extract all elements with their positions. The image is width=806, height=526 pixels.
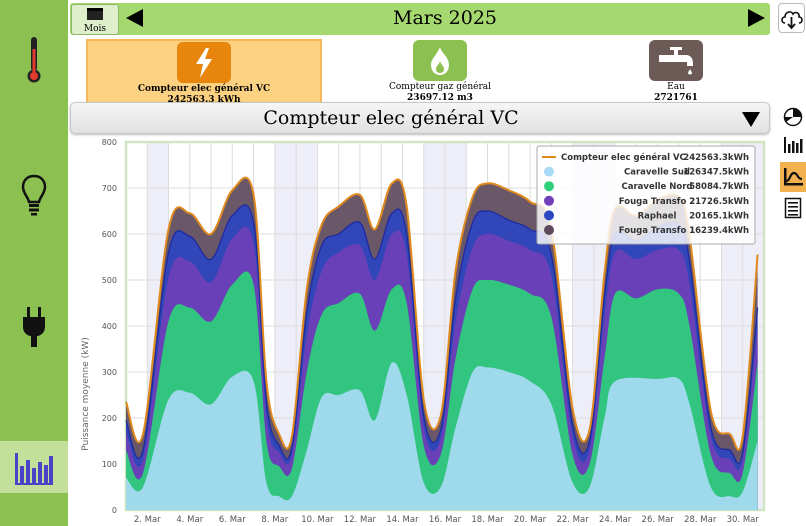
next-period-arrow-icon[interactable]	[748, 9, 765, 27]
pie-chart-tool[interactable]	[780, 103, 806, 131]
plug-icon	[23, 307, 45, 347]
area-chart-tool[interactable]	[780, 162, 806, 192]
period-title: Mars 2025	[392, 7, 497, 29]
y-tick-label: 600	[102, 230, 117, 239]
x-tick-label: 16. Mar	[429, 515, 462, 525]
x-tick-label: 28. Mar	[684, 515, 717, 525]
y-tick-label: 400	[102, 322, 117, 331]
legend-entry-value: 16239.4kWh	[689, 226, 749, 236]
thermometer-icon	[27, 37, 41, 83]
legend-entry-value: 126347.5kWh	[683, 168, 749, 178]
y-axis-ticks: 0 100 200 300 400 500 600 700 800	[102, 138, 117, 515]
previous-period-arrow-icon[interactable]	[126, 9, 143, 27]
legend-entry-name: Compteur elec général VC	[561, 152, 686, 163]
document-icon	[784, 197, 802, 219]
download-cloud-icon	[781, 11, 803, 30]
legend-dot-marker	[544, 181, 554, 192]
bar-chart-icon	[784, 137, 803, 153]
y-tick-label: 700	[102, 184, 117, 193]
legend-dot-marker	[544, 195, 554, 206]
y-tick-label: 500	[102, 276, 117, 285]
legend-entry-value: 58084.7kWh	[689, 182, 749, 192]
lightning-icon	[177, 42, 231, 83]
y-axis-label: Puissance moyenne (kW)	[81, 337, 91, 451]
lightbulb-icon	[21, 174, 47, 216]
meter-name: Compteur elec général VC	[137, 84, 271, 94]
meter-value: 2721761	[654, 93, 698, 103]
sidebar	[0, 0, 68, 526]
x-tick-label: 2. Mar	[134, 515, 161, 525]
sidebar-item-charts[interactable]	[0, 441, 68, 493]
meter-value: 23697.12 m3	[407, 93, 473, 103]
x-tick-label: 20. Mar	[514, 515, 547, 525]
legend-entry-name: Caravelle Nord	[622, 182, 693, 192]
x-tick-label: 14. Mar	[386, 515, 419, 525]
x-tick-label: 8. Mar	[261, 515, 288, 525]
legend-entry-name: Caravelle Sud	[624, 168, 690, 178]
legend-entry-value: 21726.5kWh	[689, 197, 749, 207]
x-tick-label: 12. Mar	[344, 515, 377, 525]
legend-dot-marker	[544, 210, 554, 221]
y-tick-label: 100	[102, 460, 117, 469]
legend-entry-value: 20165.1kWh	[689, 211, 749, 221]
y-tick-label: 300	[102, 368, 117, 377]
meter-tile-water[interactable]: Eau 2721761	[558, 39, 794, 109]
legend-entry-name: Fouga Transfo 1	[619, 226, 696, 236]
meter-name: Eau	[667, 82, 685, 92]
legend-dot-marker	[544, 166, 554, 177]
y-tick-label: 200	[102, 414, 117, 423]
period-mode-label: Mois	[83, 24, 107, 34]
x-tick-label: 4. Mar	[176, 515, 203, 525]
meter-value: 242563.3 kWh	[167, 95, 241, 105]
flame-icon	[413, 40, 467, 81]
y-tick-label: 0	[112, 506, 117, 515]
legend-entry-value: 242563.3kWh	[683, 153, 749, 163]
dropdown-caret-icon	[742, 112, 760, 127]
legend-entry-name: Fouga Transfo 2	[619, 197, 696, 207]
stacked-area-chart: 0 100 200 300 400 500 600 700 800 2. Mar 4. Mar 6.…	[81, 138, 766, 525]
faucet-icon	[649, 40, 703, 81]
bar-chart-tool[interactable]	[780, 131, 806, 159]
download-button[interactable]	[778, 3, 805, 33]
x-tick-label: 6. Mar	[219, 515, 246, 525]
sidebar-item-temperature[interactable]	[0, 30, 68, 88]
x-tick-label: 30. Mar	[727, 515, 760, 525]
x-tick-label: 22. Mar	[556, 515, 589, 525]
meter-tile-gas[interactable]: Compteur gaz général 23697.12 m3	[322, 39, 558, 109]
period-bar: Mois Mars 2025	[70, 3, 770, 35]
x-tick-label: 18. Mar	[471, 515, 504, 525]
sidebar-item-lighting[interactable]	[0, 166, 68, 224]
table-view-tool[interactable]	[780, 194, 806, 222]
pie-chart-icon	[783, 107, 803, 127]
x-tick-label: 10. Mar	[301, 515, 334, 525]
x-axis-ticks: 2. Mar 4. Mar 6. Mar 8. Mar 10. Mar 12. Mar 14…	[134, 515, 760, 525]
area-chart-icon	[784, 168, 803, 186]
meter-select-dropdown[interactable]: Compteur elec général VC	[70, 102, 770, 134]
meter-select-value: Compteur elec général VC	[263, 107, 519, 129]
x-tick-label: 26. Mar	[642, 515, 675, 525]
legend-entry-name: Raphael	[638, 211, 677, 221]
area-caravelle-sud	[126, 362, 758, 510]
bar-chart-icon	[15, 453, 53, 485]
legend-dot-marker	[544, 225, 554, 235]
y-tick-label: 800	[102, 138, 117, 147]
meter-tile-electricity[interactable]: Compteur elec général VC 242563.3 kWh	[86, 39, 322, 109]
period-mode-button[interactable]: Mois	[71, 4, 119, 35]
x-tick-label: 24. Mar	[599, 515, 632, 525]
legend-box	[536, 145, 756, 245]
calendar-icon	[87, 8, 103, 20]
sidebar-item-electricity[interactable]	[0, 298, 68, 356]
meter-name: Compteur gaz général	[389, 82, 491, 92]
